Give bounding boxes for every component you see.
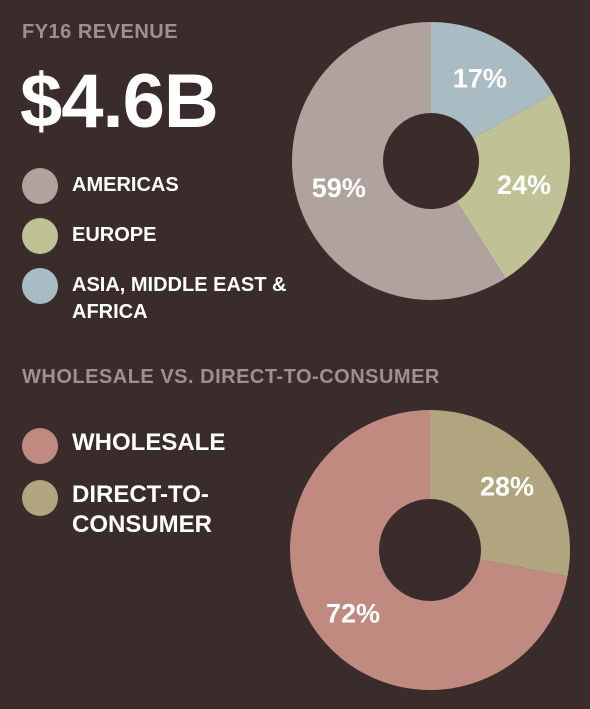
slice-wholesale [289,410,568,690]
legend-label-wholesale: WHOLESALE [72,429,226,456]
legend-swatch-direct-to-consumer [22,480,58,516]
slice-americas [291,22,506,300]
legend-swatch-asia-middle-east-africa [22,268,58,304]
revenue-legend: AMERICAS EUROPE ASIA, MIDDLE EAST & AFRI… [22,168,302,349]
channel-legend: WHOLESALE DIRECT-TO-CONSUMER [22,428,302,562]
total-revenue-value: $4.6B [20,59,219,144]
legend-item-asia-middle-east-africa: ASIA, MIDDLE EAST & AFRICA [22,268,302,326]
legend-swatch-wholesale [22,428,58,464]
legend-item-direct-to-consumer: DIRECT-TO-CONSUMER [22,480,302,540]
channel-section-title: WHOLESALE VS. DIRECT-TO-CONSUMER [22,366,440,388]
revenue-section-title: FY16 REVENUE [22,21,179,43]
legend-label-europe: EUROPE [72,224,157,246]
channel-donut-chart: 28% 72% [289,410,570,690]
legend-swatch-americas [22,168,58,204]
slice-asia-middle-east-africa [431,22,553,138]
slice-direct-to-consumer [430,410,570,577]
legend-item-europe: EUROPE [22,218,302,254]
slice-label-asia-middle-east-africa: 17% [453,63,507,93]
slice-europe [456,94,570,279]
revenue-donut-chart: 17% 24% 59% [291,22,570,300]
legend-swatch-europe [22,218,58,254]
slice-label-americas: 59% [312,173,366,203]
legend-label-americas: AMERICAS [72,174,179,196]
slice-label-direct-to-consumer: 28% [480,471,534,501]
slice-label-wholesale: 72% [326,599,380,629]
legend-label-direct-to-consumer: DIRECT-TO-CONSUMER [72,481,213,538]
slice-label-europe: 24% [497,170,551,200]
legend-item-wholesale: WHOLESALE [22,428,302,464]
legend-label-asia-middle-east-africa: ASIA, MIDDLE EAST & AFRICA [72,274,287,323]
legend-item-americas: AMERICAS [22,168,302,204]
